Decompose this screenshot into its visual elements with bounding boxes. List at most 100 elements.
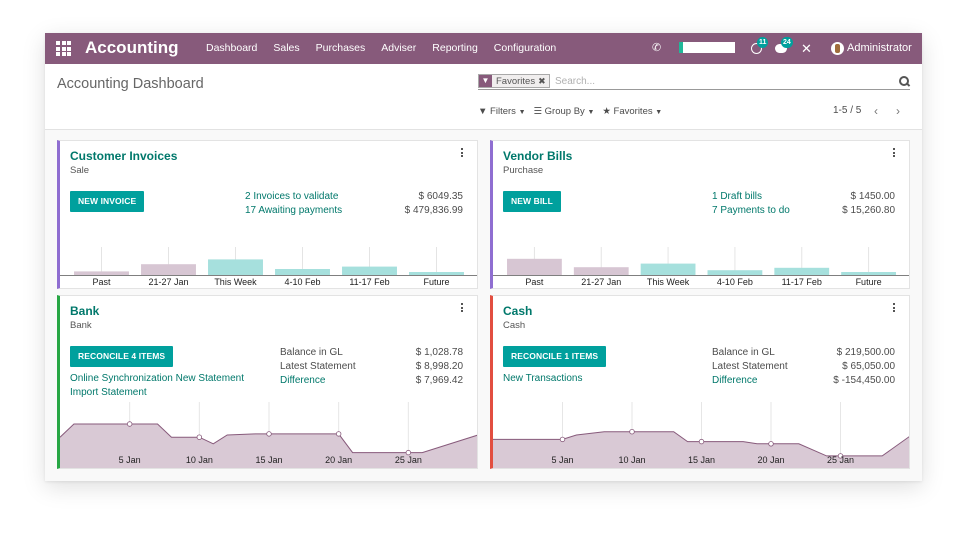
menu-sales[interactable]: Sales (273, 42, 300, 54)
favorites-label: Favorites (613, 106, 653, 117)
difference-link[interactable]: Difference (712, 375, 758, 386)
apps-grid-icon[interactable] (56, 41, 71, 56)
search-facet[interactable]: ▼ Favorites ✖ (478, 74, 550, 88)
bank-area-chart[interactable]: 5 Jan 10 Jan 15 Jan 20 Jan 25 Jan (60, 400, 478, 468)
card-title[interactable]: Cash (503, 304, 533, 318)
data-point (196, 434, 203, 440)
close-icon[interactable]: ✕ (801, 41, 812, 56)
chart-bar (573, 267, 629, 275)
card-title[interactable]: Bank (70, 304, 100, 318)
x-tick-label: 20 Jan (325, 455, 352, 465)
app-title[interactable]: Accounting (85, 38, 179, 57)
data-point (335, 431, 342, 437)
cash-area-chart[interactable]: 5 Jan 10 Jan 15 Jan 20 Jan 25 Jan (493, 400, 910, 468)
difference-amount: $ 7,969.42 (415, 375, 463, 386)
x-tick-label: 4-10 Feb (284, 277, 320, 287)
card-title[interactable]: Vendor Bills (503, 149, 573, 163)
area-chart-svg[interactable]: 5 Jan 10 Jan 15 Jan 20 Jan 25 Jan (60, 400, 478, 468)
user-avatar[interactable] (831, 42, 844, 55)
data-point (559, 436, 566, 443)
pager-value[interactable]: 1-5 / 5 (833, 105, 862, 116)
groupby-button[interactable]: ☰ Group By ▼ (533, 106, 595, 117)
payments-to-do-link[interactable]: 7 Payments to do (712, 205, 790, 216)
draft-bills-link[interactable]: 1 Draft bills (712, 191, 763, 202)
card-menu-icon[interactable] (460, 148, 463, 160)
amount-to-validate: $ 6049.35 (418, 191, 464, 202)
search-icon[interactable] (899, 76, 909, 86)
difference-link[interactable]: Difference (280, 375, 326, 386)
x-tick-label: Future (423, 277, 449, 287)
x-tick-label: 25 Jan (827, 455, 854, 465)
activity-clock-icon[interactable] (751, 43, 762, 54)
menu-dashboard[interactable]: Dashboard (206, 42, 258, 54)
card-menu-icon[interactable] (892, 303, 895, 315)
x-tick-label: 20 Jan (757, 455, 784, 465)
card-subtitle: Cash (503, 320, 526, 331)
new-transactions-link[interactable]: New Transactions (503, 373, 583, 384)
reconcile-button[interactable]: RECONCILE 4 ITEMS (70, 346, 174, 367)
groupby-label: Group By (544, 106, 585, 117)
amount-awaiting: $ 479,836.99 (404, 205, 463, 216)
data-point (126, 421, 133, 427)
x-tick-label: 11-17 Feb (349, 277, 389, 287)
chart-bar (342, 266, 397, 275)
chart-bar (507, 258, 562, 275)
data-point (629, 429, 635, 435)
chart-bar (409, 272, 464, 275)
user-menu-name[interactable]: Administrator (847, 42, 912, 54)
balance-gl-amount: $ 1,028.78 (415, 347, 463, 358)
chart-bar (208, 259, 263, 275)
phone-icon[interactable]: ✆ (652, 42, 662, 54)
amount-payments: $ 15,260.80 (842, 205, 895, 216)
control-panel: Accounting Dashboard ▼ Favorites ✖ ▼ Fil… (45, 64, 922, 130)
x-tick-label: Past (525, 277, 544, 287)
search-input[interactable] (555, 74, 855, 88)
invoices-to-validate-link[interactable]: 2 Invoices to validate (245, 191, 339, 202)
x-tick-label: 21-27 Jan (148, 277, 188, 287)
filter-funnel-icon: ▼ (479, 75, 492, 87)
card-subtitle: Purchase (503, 165, 544, 176)
x-tick-label: 4-10 Feb (717, 277, 753, 287)
journal-card-customer-invoices: Customer Invoices Sale NEW INVOICE 2 Inv… (57, 140, 478, 289)
x-tick-label: This Week (214, 277, 257, 287)
area-chart-svg[interactable]: 5 Jan 10 Jan 15 Jan 20 Jan 25 Jan (493, 400, 910, 468)
journal-card-vendor-bills: Vendor Bills Purchase NEW BILL 1 Draft b… (490, 140, 910, 289)
menu-configuration[interactable]: Configuration (493, 42, 557, 54)
card-title[interactable]: Customer Invoices (70, 149, 178, 163)
navbar-quick-input[interactable] (679, 42, 735, 53)
facet-remove-icon[interactable]: ✖ (538, 75, 546, 86)
online-sync-link[interactable]: Online Synchronization New Statement (70, 373, 244, 384)
reconcile-button[interactable]: RECONCILE 1 ITEMS (503, 346, 607, 367)
awaiting-payments-link[interactable]: 17 Awaiting payments (245, 205, 343, 216)
menu-adviser[interactable]: Adviser (381, 42, 417, 54)
pager-previous-icon[interactable]: ‹ (874, 104, 878, 118)
menu-reporting[interactable]: Reporting (432, 42, 478, 54)
difference-amount: $ -154,450.00 (833, 375, 895, 386)
messages-chat-icon[interactable] (775, 44, 787, 53)
filters-button[interactable]: ▼ Filters ▼ (478, 106, 526, 117)
bar-chart-svg[interactable]: Past 21-27 Jan This Week 4-10 Feb 11-17 Feb F… (493, 243, 910, 288)
new-bill-button[interactable]: NEW BILL (503, 191, 561, 212)
favorites-button[interactable]: ★ Favorites ▼ (602, 106, 663, 117)
data-point (698, 438, 705, 445)
new-invoice-button[interactable]: NEW INVOICE (70, 191, 145, 212)
card-menu-icon[interactable] (892, 148, 895, 160)
search-options: ▼ Filters ▼ ☰ Group By ▼ ★ Favorites ▼ (478, 106, 670, 117)
x-tick-label: 5 Jan (551, 455, 573, 465)
data-point (266, 431, 272, 437)
chart-bar (707, 270, 763, 275)
menu-purchases[interactable]: Purchases (315, 42, 366, 54)
import-statement-link[interactable]: Import Statement (70, 387, 147, 398)
latest-statement-amount: $ 65,050.00 (842, 361, 895, 372)
pager-next-icon[interactable]: › (896, 104, 900, 118)
invoices-bar-chart[interactable]: Past 21-27 Jan This Week 4-10 Feb 11-17 Feb F… (60, 243, 478, 288)
x-tick-label: Past (92, 277, 111, 287)
bar-chart-svg[interactable]: Past 21-27 Jan This Week 4-10 Feb 11-17 Feb F… (60, 243, 478, 288)
journal-card-bank: Bank Bank RECONCILE 4 ITEMS Online Synch… (57, 295, 478, 469)
latest-statement-amount: $ 8,998.20 (415, 361, 463, 372)
card-subtitle: Bank (70, 320, 92, 331)
bills-bar-chart[interactable]: Past 21-27 Jan This Week 4-10 Feb 11-17 Feb F… (493, 243, 910, 288)
area-fill (60, 424, 477, 468)
card-menu-icon[interactable] (460, 303, 463, 315)
chart-bar (774, 267, 830, 275)
